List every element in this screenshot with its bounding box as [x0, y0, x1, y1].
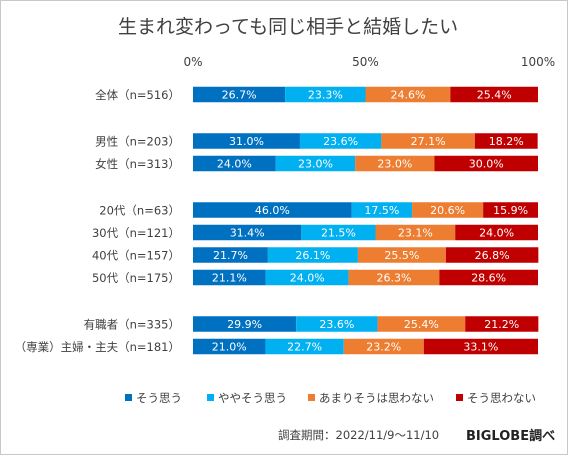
data-label: 15.9%: [493, 204, 528, 217]
bar-segment: [423, 338, 538, 355]
category-label: 20代（n=63）: [99, 204, 180, 218]
bar-segment: [296, 316, 378, 332]
legend-swatch: [207, 394, 214, 401]
category-label: 男性（n=203）: [95, 135, 180, 149]
bar-segment: [193, 338, 266, 355]
bar-segment: [412, 202, 484, 218]
bar-segment: [351, 202, 413, 218]
bar-segment: [375, 224, 456, 241]
data-label: 31.0%: [229, 135, 264, 148]
bar-segment: [343, 338, 424, 355]
data-label: 23.1%: [398, 227, 433, 240]
data-label: 23.6%: [319, 318, 354, 331]
data-label: 23.0%: [377, 158, 412, 171]
x-tick-label: 100%: [521, 55, 555, 69]
bar-segment: [455, 224, 538, 241]
bar-segment: [299, 133, 382, 149]
data-label: 18.2%: [489, 135, 524, 148]
survey-period: 調査期間：2022/11/9～11/10: [278, 428, 440, 442]
data-label: 25.4%: [477, 89, 512, 102]
bar-segment: [265, 269, 349, 286]
data-label: 24.0%: [217, 158, 252, 171]
bar-segment: [193, 86, 286, 103]
data-label: 24.6%: [390, 89, 425, 102]
legend-label: ややそう思う: [218, 391, 287, 405]
data-label: 26.1%: [295, 249, 330, 262]
bar-segment: [285, 86, 366, 103]
data-label: 25.4%: [404, 318, 439, 331]
bar-segment: [450, 86, 538, 103]
bar-segment: [465, 316, 539, 332]
data-label: 31.4%: [230, 227, 265, 240]
bar-segment: [357, 247, 446, 263]
legend-swatch: [125, 394, 132, 401]
data-label: 26.3%: [376, 272, 411, 285]
bar-segment: [265, 338, 344, 355]
legend-label: あまりそうは思わない: [319, 391, 434, 405]
category-label: 30代（n=121）: [92, 226, 180, 240]
bar-segment: [377, 316, 466, 332]
bar-segment: [474, 133, 538, 149]
bar-segment: [365, 86, 451, 103]
data-label: 21.0%: [212, 341, 247, 354]
bar-segment: [193, 247, 268, 263]
category-label: 40代（n=157）: [92, 249, 180, 263]
bar-segment: [275, 155, 356, 172]
bar-segment: [348, 269, 440, 286]
bar-segment: [439, 269, 538, 286]
bar-segment: [483, 202, 538, 218]
bar-segment: [193, 133, 300, 149]
data-label: 20.6%: [430, 204, 465, 217]
data-label: 24.0%: [290, 272, 325, 285]
chart-title: 生まれ変わっても同じ相手と結婚したい: [118, 16, 459, 38]
bar-segment: [434, 155, 538, 172]
data-label: 17.5%: [364, 204, 399, 217]
source-brand: BIGLOBE調べ: [466, 429, 556, 444]
data-label: 21.5%: [321, 227, 356, 240]
data-label: 28.6%: [471, 272, 506, 285]
bar-segment: [267, 247, 358, 263]
data-label: 23.2%: [366, 341, 401, 354]
bar-segment: [355, 155, 435, 172]
data-label: 30.0%: [469, 158, 504, 171]
data-label: 22.7%: [287, 341, 322, 354]
category-label: 有職者（n=335）: [84, 318, 180, 332]
bar-segment: [445, 247, 539, 263]
data-label: 26.7%: [222, 89, 257, 102]
data-label: 23.6%: [323, 135, 358, 148]
category-label: 50代（n=175）: [92, 271, 180, 285]
bar-segment: [193, 202, 352, 218]
bar-segment: [381, 133, 475, 149]
data-label: 23.0%: [298, 158, 333, 171]
legend-label: そう思わない: [467, 391, 536, 405]
data-label: 21.7%: [213, 249, 248, 262]
bar-segment: [193, 224, 302, 241]
data-label: 23.3%: [308, 89, 343, 102]
data-label: 46.0%: [255, 204, 290, 217]
data-label: 24.0%: [479, 227, 514, 240]
category-label: 全体（n=516）: [95, 88, 180, 102]
legend-label: そう思う: [136, 391, 182, 405]
data-label: 29.9%: [227, 318, 262, 331]
x-tick-label: 50%: [352, 55, 379, 69]
bar-segment: [193, 155, 276, 172]
legend-swatch: [456, 394, 463, 401]
data-label: 21.1%: [212, 272, 247, 285]
category-label: 女性（n=313）: [95, 157, 180, 171]
x-tick-label: 0%: [183, 55, 202, 69]
data-label: 26.8%: [475, 249, 510, 262]
bar-segment: [193, 316, 297, 332]
category-label: （専業）主婦・主夫（n=181）: [15, 340, 180, 354]
bar-segment: [193, 269, 266, 286]
data-label: 21.2%: [484, 318, 519, 331]
bar-segment: [301, 224, 376, 241]
data-label: 25.5%: [384, 249, 419, 262]
data-label: 27.1%: [411, 135, 446, 148]
legend-swatch: [308, 394, 315, 401]
data-label: 33.1%: [463, 341, 498, 354]
